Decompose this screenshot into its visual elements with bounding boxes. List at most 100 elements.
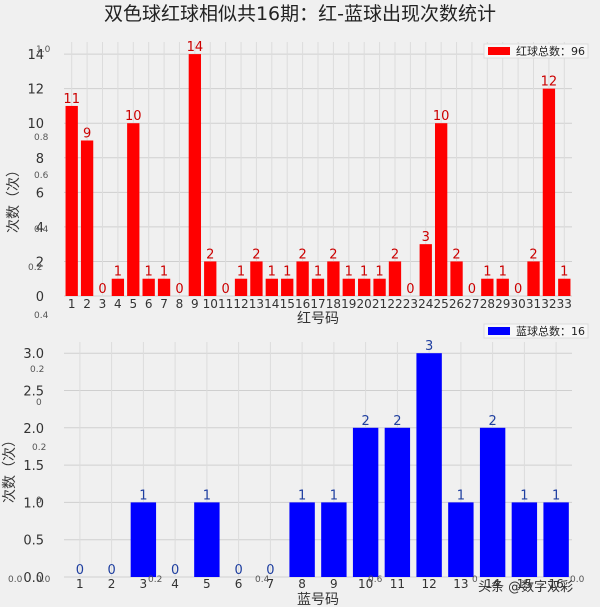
watermark: 头条 @数字双彩 — [478, 579, 573, 595]
red-bar-2 — [80, 140, 94, 296]
red-legend-label: 红球总数：96 — [516, 44, 585, 58]
blue-bar-15 — [511, 502, 538, 577]
red-bar-31 — [527, 261, 540, 296]
red-value-label-25: 10 — [433, 109, 450, 124]
blue-ball-panel: 0.00.51.01.52.02.53.00102130415060718192… — [2, 323, 589, 607]
red-value-label-24: 3 — [422, 230, 430, 245]
blue-value-label-9: 1 — [330, 488, 338, 503]
blue-value-label-1: 0 — [76, 563, 84, 578]
blue-legend: 蓝球总数：16 — [483, 323, 589, 339]
blue-x-tick-12: 12 — [421, 577, 436, 591]
red-bar-33 — [558, 278, 571, 296]
red-x-tick-24: 24 — [418, 297, 433, 311]
red-bar-1 — [65, 105, 78, 296]
blue-x-tick-11: 11 — [390, 577, 405, 591]
red-x-tick-1: 1 — [68, 297, 76, 311]
blue-value-label-7: 0 — [266, 563, 274, 578]
red-x-tick-32: 32 — [541, 297, 556, 311]
red-x-tick-8: 8 — [176, 297, 184, 311]
faint-overlay-label: 0.8 — [34, 133, 49, 143]
red-y-axis-label: 次数（次） — [6, 163, 22, 233]
blue-bar-8 — [289, 502, 315, 577]
red-x-tick-13: 13 — [249, 297, 264, 311]
red-x-tick-3: 3 — [99, 297, 107, 311]
red-value-label-27: 0 — [468, 282, 476, 297]
faint-overlay-label: 0.6 — [34, 171, 49, 181]
red-bar-17 — [311, 278, 325, 296]
blue-x-tick-7: 7 — [267, 577, 275, 591]
red-x-tick-17: 17 — [310, 297, 325, 311]
blue-value-label-4: 0 — [171, 563, 179, 578]
red-x-tick-22: 22 — [387, 297, 402, 311]
red-value-label-10: 2 — [206, 247, 214, 262]
red-x-tick-11: 11 — [218, 297, 233, 311]
red-value-label-21: 1 — [375, 265, 383, 280]
red-value-label-9: 14 — [187, 40, 204, 55]
blue-bar-14 — [479, 427, 506, 577]
red-value-label-28: 1 — [483, 265, 491, 280]
blue-x-tick-8: 8 — [298, 577, 306, 591]
red-value-label-5: 10 — [125, 109, 142, 124]
red-x-tick-20: 20 — [357, 297, 372, 311]
red-value-label-1: 11 — [63, 92, 80, 107]
red-value-label-20: 1 — [360, 265, 368, 280]
red-bar-14 — [265, 278, 278, 296]
blue-x-tick-6: 6 — [235, 577, 243, 591]
red-value-label-22: 2 — [391, 247, 399, 262]
faint-overlay-label: 1.0 — [36, 45, 51, 55]
blue-y-tick: 2.0 — [23, 422, 44, 437]
red-bar-13 — [250, 261, 263, 296]
blue-value-label-13: 1 — [457, 488, 465, 503]
red-x-tick-26: 26 — [449, 297, 464, 311]
red-bar-4 — [111, 278, 125, 296]
red-value-label-30: 0 — [514, 282, 522, 297]
blue-value-label-6: 0 — [234, 563, 242, 578]
red-x-tick-33: 33 — [557, 297, 572, 311]
blue-value-label-14: 2 — [488, 414, 496, 429]
red-x-tick-7: 7 — [160, 297, 168, 311]
blue-bar-3 — [130, 502, 157, 577]
chart-title: 双色球红球相似共16期：红-蓝球出现次数统计 — [104, 3, 496, 25]
red-value-label-33: 1 — [560, 265, 568, 280]
red-x-tick-21: 21 — [372, 297, 387, 311]
red-y-tick: 10 — [27, 117, 44, 132]
blue-bar-11 — [384, 427, 411, 577]
faint-overlay-label: 0.4 — [34, 311, 49, 321]
red-x-tick-12: 12 — [233, 297, 248, 311]
red-x-tick-30: 30 — [510, 297, 525, 311]
red-value-label-7: 1 — [160, 265, 168, 280]
red-bar-19 — [342, 278, 355, 296]
red-bar-16 — [296, 261, 309, 296]
blue-y-tick: 0.0 — [23, 571, 44, 586]
blue-bar-12 — [416, 353, 442, 577]
red-value-label-18: 2 — [329, 247, 337, 262]
red-x-tick-15: 15 — [280, 297, 295, 311]
red-x-tick-5: 5 — [129, 297, 137, 311]
red-y-tick: 4 — [36, 221, 44, 236]
blue-x-tick-14: 14 — [485, 577, 500, 591]
red-bar-12 — [234, 278, 248, 296]
blue-x-tick-3: 3 — [140, 577, 148, 591]
red-value-label-32: 12 — [541, 75, 558, 90]
blue-value-label-3: 1 — [139, 488, 147, 503]
red-bar-22 — [388, 261, 402, 296]
blue-value-label-12: 3 — [425, 339, 433, 354]
blue-legend-swatch — [488, 327, 510, 335]
red-x-tick-25: 25 — [434, 297, 449, 311]
red-value-label-3: 0 — [98, 282, 106, 297]
red-x-tick-2: 2 — [83, 297, 91, 311]
red-value-label-8: 0 — [175, 282, 183, 297]
red-bar-28 — [481, 278, 494, 296]
red-bar-7 — [157, 278, 171, 296]
red-x-tick-23: 23 — [403, 297, 418, 311]
blue-bar-16 — [543, 502, 569, 577]
red-x-tick-9: 9 — [191, 297, 199, 311]
red-value-label-31: 2 — [529, 247, 537, 262]
red-bar-6 — [142, 278, 155, 296]
blue-value-label-10: 2 — [361, 414, 369, 429]
overlay-faint-labels: 1.0 0.8 0.6 0.4 0.2 0.4 0.2 0 0.2 0 0.0 0.2 0.4 0.6 0 0… — [8, 45, 585, 585]
red-ball-panel: 0246810121411192031410516170814921001111… — [6, 40, 589, 327]
red-bar-25 — [434, 123, 448, 297]
red-value-label-14: 1 — [268, 265, 276, 280]
